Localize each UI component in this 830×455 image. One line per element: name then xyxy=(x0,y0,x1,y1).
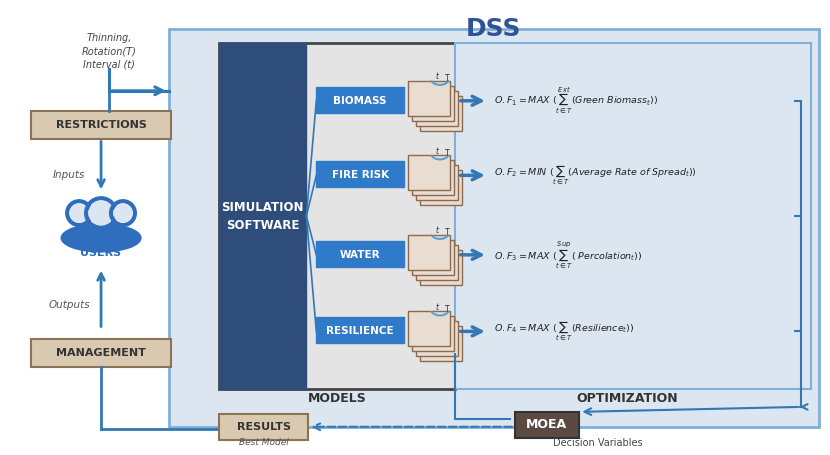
Text: Inputs: Inputs xyxy=(53,170,85,180)
Bar xyxy=(416,165,458,200)
Bar xyxy=(515,412,579,438)
Bar xyxy=(218,43,455,389)
Text: OPTIMIZATION: OPTIMIZATION xyxy=(577,393,678,405)
Text: T: T xyxy=(445,305,449,314)
Bar xyxy=(32,339,171,367)
Text: Outputs: Outputs xyxy=(48,299,90,309)
Text: RESTRICTIONS: RESTRICTIONS xyxy=(56,120,146,130)
Text: Decision Variables: Decision Variables xyxy=(553,438,642,448)
Bar xyxy=(412,317,454,351)
Circle shape xyxy=(114,204,132,222)
Text: t: t xyxy=(436,303,438,312)
Bar xyxy=(168,29,818,427)
Text: Rotation(T): Rotation(T) xyxy=(81,46,136,56)
Text: t: t xyxy=(436,227,438,236)
Text: t: t xyxy=(436,147,438,156)
Text: T: T xyxy=(445,75,449,83)
Bar xyxy=(408,81,450,116)
Text: DSS: DSS xyxy=(466,17,521,41)
Bar xyxy=(316,87,404,113)
Text: T: T xyxy=(445,149,449,158)
Bar xyxy=(408,312,450,346)
Bar xyxy=(412,161,454,195)
Text: $O.F_4 = MAX\ (\sum_{t\in T}(Resilience_t))$: $O.F_4 = MAX\ (\sum_{t\in T}(Resilience_… xyxy=(494,319,634,343)
Text: FIRE RISK: FIRE RISK xyxy=(332,170,388,180)
Bar xyxy=(316,318,404,343)
Text: MODELS: MODELS xyxy=(308,393,367,405)
Bar xyxy=(420,250,461,285)
Bar xyxy=(218,414,309,440)
Bar xyxy=(420,170,461,205)
Circle shape xyxy=(71,204,88,222)
Bar xyxy=(316,241,404,267)
Text: BIOMASS: BIOMASS xyxy=(334,96,387,106)
Bar xyxy=(218,43,306,389)
Ellipse shape xyxy=(61,224,141,252)
Circle shape xyxy=(89,201,113,225)
Text: SIMULATION
SOFTWARE: SIMULATION SOFTWARE xyxy=(222,201,304,232)
Text: RESILIENCE: RESILIENCE xyxy=(326,326,394,336)
Text: USERS: USERS xyxy=(81,248,122,258)
Bar xyxy=(408,156,450,190)
Text: Interval (t): Interval (t) xyxy=(83,59,135,69)
Bar xyxy=(412,86,454,121)
Text: MANAGEMENT: MANAGEMENT xyxy=(56,348,146,358)
Text: WATER: WATER xyxy=(339,250,380,260)
Bar xyxy=(408,235,450,270)
Bar xyxy=(416,321,458,356)
Bar xyxy=(316,162,404,187)
Text: $O.F_3 = MAX\ (\sum_{t\in T}^{Sup}(\ Percolation_t))$: $O.F_3 = MAX\ (\sum_{t\in T}^{Sup}(\ Per… xyxy=(494,239,642,271)
Text: $O.F_1 = MAX\ (\sum_{t\in T}^{Ext}(Green\ Biomass_t))$: $O.F_1 = MAX\ (\sum_{t\in T}^{Ext}(Green… xyxy=(494,86,658,116)
Text: RESULTS: RESULTS xyxy=(237,422,290,432)
Bar xyxy=(455,43,811,389)
Text: MOEA: MOEA xyxy=(526,418,567,431)
Bar xyxy=(416,245,458,280)
Bar xyxy=(420,326,461,361)
Bar xyxy=(32,111,171,138)
Text: $O.F_2 = MIN\ (\sum_{t\in T}(Average\ Rate\ of\ Spread_t))$: $O.F_2 = MIN\ (\sum_{t\in T}(Average\ Ra… xyxy=(494,163,696,187)
Text: Thinning,: Thinning, xyxy=(86,33,132,43)
Bar xyxy=(416,91,458,126)
Bar xyxy=(420,96,461,131)
Text: Best Model: Best Model xyxy=(239,438,288,447)
Bar xyxy=(412,240,454,275)
Text: t: t xyxy=(436,72,438,81)
Text: T: T xyxy=(445,228,449,238)
